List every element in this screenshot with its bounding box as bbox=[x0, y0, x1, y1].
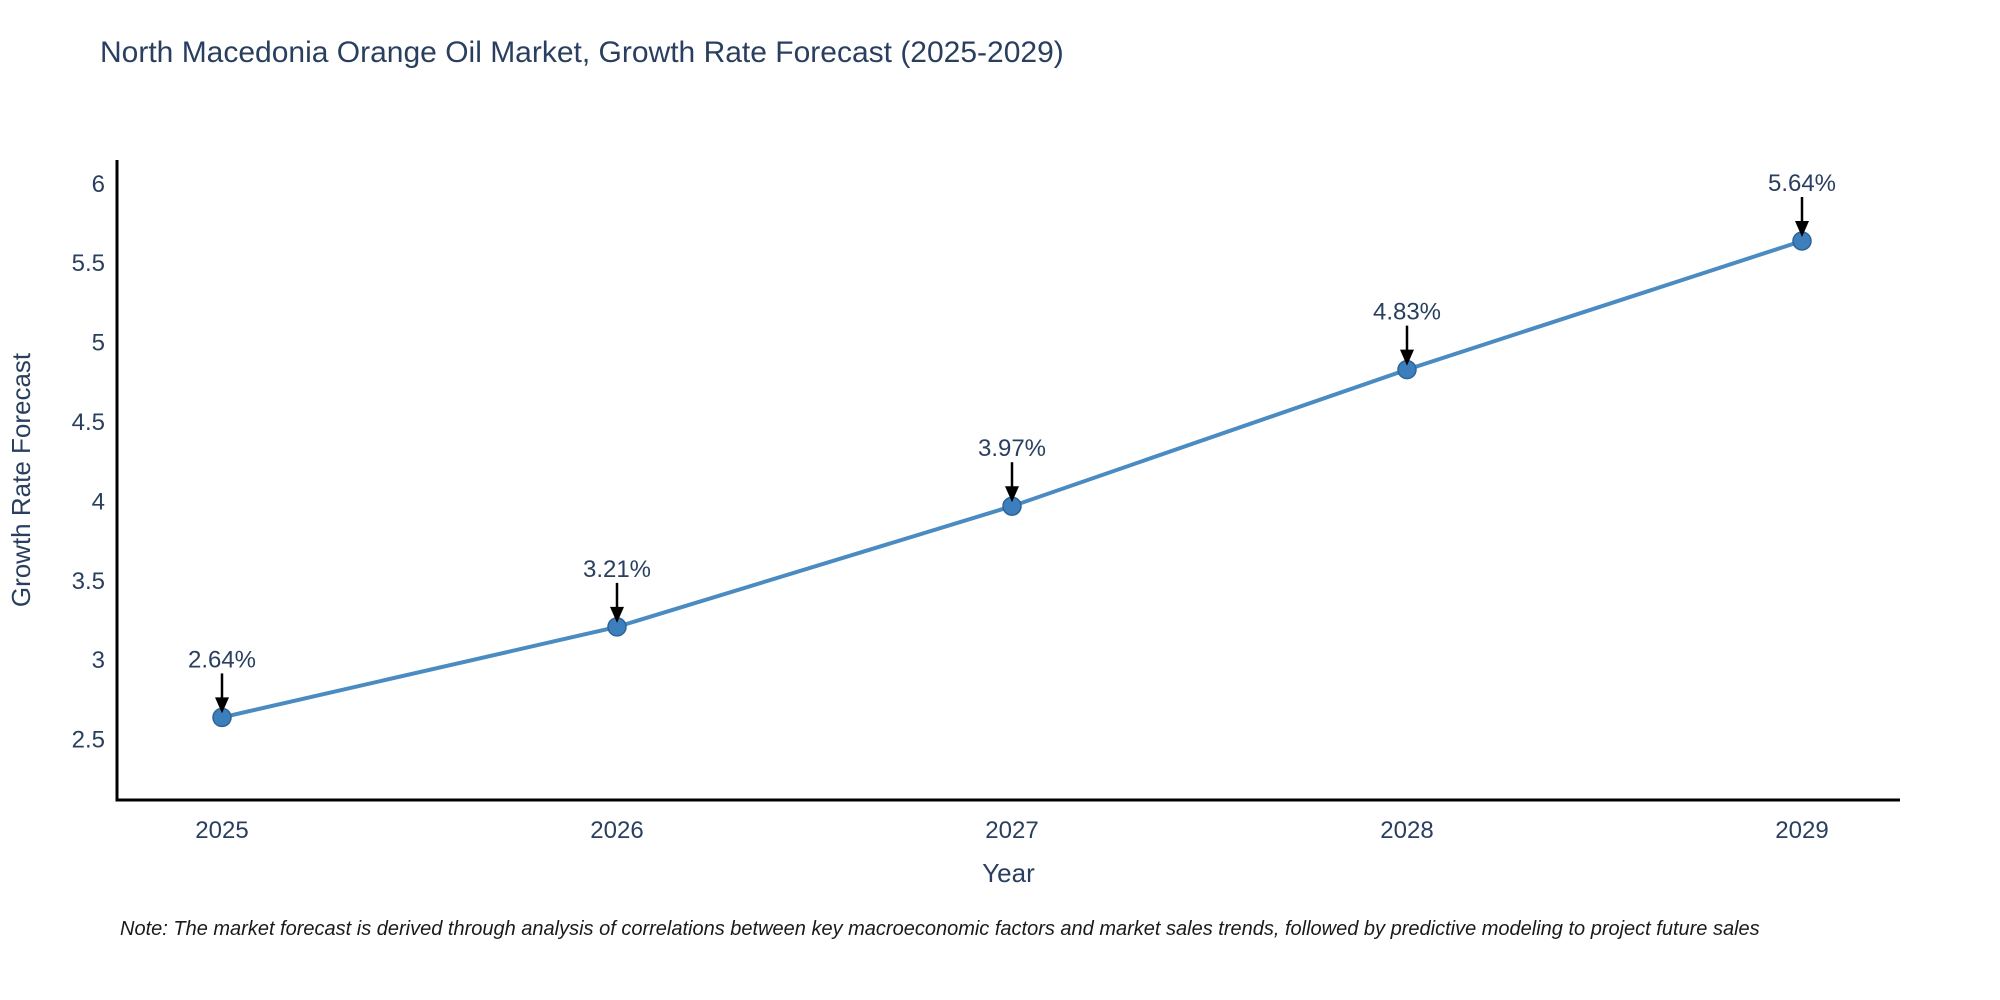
y-tick-label: 3 bbox=[92, 647, 105, 674]
forecast-methodology-note: Note: The market forecast is derived thr… bbox=[120, 918, 1760, 940]
x-tick-label: 2029 bbox=[1775, 817, 1828, 844]
point-annotation-label: 4.83% bbox=[1373, 299, 1441, 326]
y-tick-label: 2.5 bbox=[72, 727, 105, 754]
x-tick-label: 2025 bbox=[195, 817, 248, 844]
chart-title: North Macedonia Orange Oil Market, Growt… bbox=[100, 36, 1064, 69]
x-axis-title: Year bbox=[982, 858, 1035, 888]
x-tick-label: 2027 bbox=[985, 817, 1038, 844]
annotation-arrow-head bbox=[1400, 349, 1414, 366]
y-axis-title: Growth Rate Forecast bbox=[6, 352, 36, 607]
point-annotation-label: 3.97% bbox=[978, 435, 1046, 462]
annotation-arrow-head bbox=[1795, 220, 1809, 237]
x-tick-label: 2028 bbox=[1380, 817, 1433, 844]
annotation-arrow-head bbox=[610, 606, 624, 623]
point-annotation-label: 3.21% bbox=[583, 556, 651, 583]
annotation-arrow-head bbox=[1005, 486, 1019, 503]
y-tick-label: 5 bbox=[92, 330, 105, 357]
x-tick-label: 2026 bbox=[590, 817, 643, 844]
y-tick-label: 4.5 bbox=[72, 409, 105, 436]
y-tick-label: 3.5 bbox=[72, 568, 105, 595]
point-annotation-label: 5.64% bbox=[1768, 170, 1836, 197]
y-tick-label: 6 bbox=[92, 171, 105, 198]
y-tick-label: 5.5 bbox=[72, 250, 105, 277]
y-tick-label: 4 bbox=[92, 488, 105, 515]
point-annotation-label: 2.64% bbox=[188, 646, 256, 673]
annotation-arrow-head bbox=[215, 697, 229, 714]
